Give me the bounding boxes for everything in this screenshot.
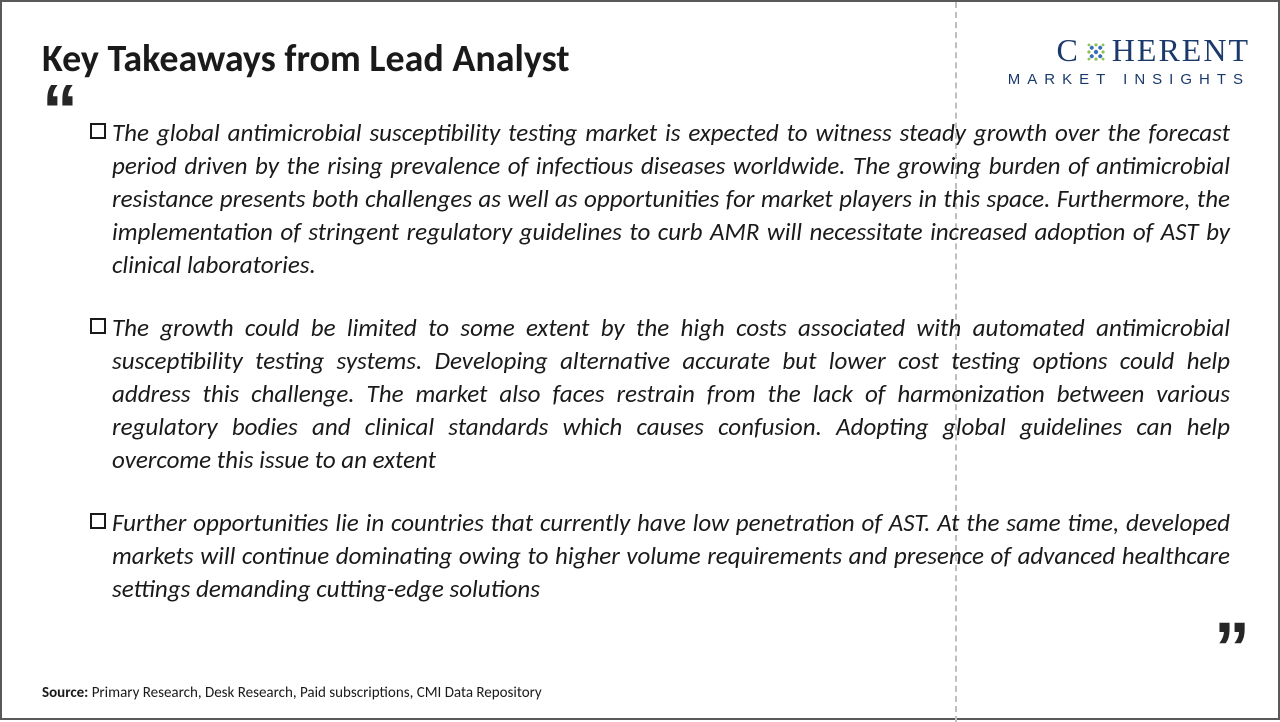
list-item: The growth could be limited to some exte…: [90, 311, 1230, 476]
source-text: Primary Research, Desk Research, Paid su…: [88, 684, 541, 702]
open-quote-icon: “: [42, 90, 78, 133]
logo-subtitle: MARKET INSIGHTS: [1008, 71, 1250, 88]
list-item: Further opportunities lie in countries t…: [90, 506, 1230, 605]
logo-globe-icon: [1082, 37, 1110, 65]
bullet-text: The growth could be limited to some exte…: [112, 311, 1230, 476]
list-item: The global antimicrobial susceptibility …: [90, 116, 1230, 281]
logo-main-line: C HERENT: [1008, 32, 1250, 69]
source-footer: Source: Primary Research, Desk Research,…: [42, 684, 542, 702]
source-label: Source:: [42, 684, 88, 702]
slide-title: Key Takeaways from Lead Analyst: [42, 36, 570, 82]
bullet-square-icon: [90, 123, 106, 139]
logo-text-pre: C: [1056, 32, 1079, 69]
company-logo: C HERENT: [1008, 32, 1250, 88]
bullet-square-icon: [90, 318, 106, 334]
takeaways-list: The global antimicrobial susceptibility …: [90, 116, 1230, 635]
logo-text-post: HERENT: [1112, 32, 1250, 69]
bullet-text: The global antimicrobial susceptibility …: [112, 116, 1230, 281]
bullet-square-icon: [90, 513, 106, 529]
bullet-text: Further opportunities lie in countries t…: [112, 506, 1230, 605]
close-quote-icon: „: [1214, 587, 1250, 630]
